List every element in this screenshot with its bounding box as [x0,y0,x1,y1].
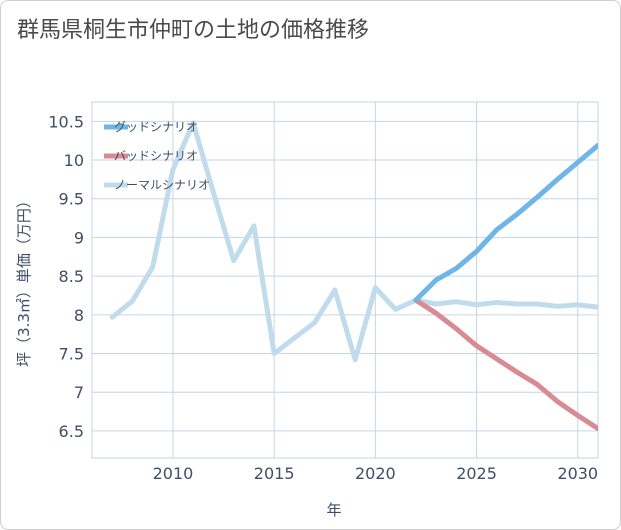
y-tick-label: 9.5 [59,190,84,209]
x-axis-title: 年 [326,501,341,519]
normal-scenario-line [109,120,598,363]
legend-bad-scenario-label: バッドシナリオ [114,149,198,163]
good-scenario-line [413,142,598,303]
y-tick-label: 7 [74,383,84,402]
y-tick-label: 6.5 [59,422,84,441]
x-tick-label: 2030 [557,464,598,483]
y-tick-label: 10 [64,151,84,170]
y-tick-label: 10.5 [48,112,84,131]
x-tick-label: 2015 [254,464,295,483]
x-tick-label: 2020 [355,464,396,483]
y-tick-label: 8 [74,306,84,325]
y-tick-label: 9 [74,228,84,247]
y-tick-label: 7.5 [59,345,84,364]
bad-scenario-line [413,297,598,432]
y-tick-label: 8.5 [59,267,84,286]
x-tick-label: 2025 [456,464,497,483]
x-tick-label: 2010 [153,464,194,483]
y-axis-title: 坪（3.3㎡）単価（万円） [15,193,33,367]
legend-normal-scenario-label: ノーマルシナリオ [114,178,210,192]
legend-good-scenario-label: グッドシナリオ [114,120,198,134]
chart-title: 群馬県桐生市仲町の土地の価格推移 [17,18,370,43]
